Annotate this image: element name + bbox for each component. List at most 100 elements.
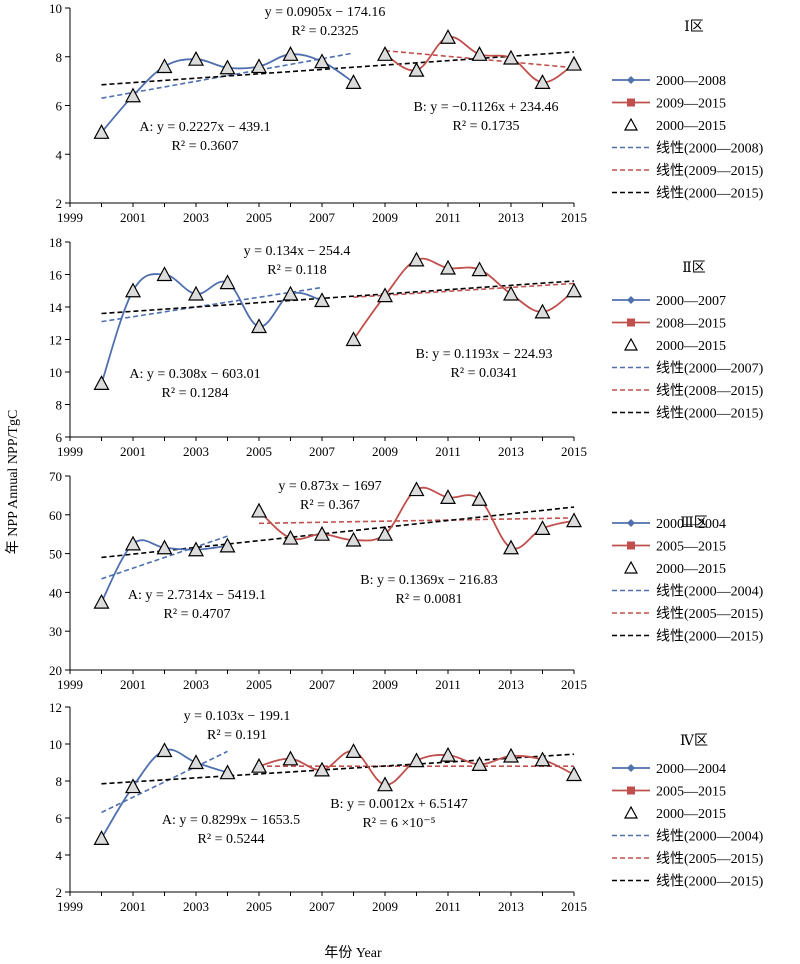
- r-squared-B: R² = 0.0341: [451, 366, 518, 381]
- legend-label: 线性(2000—2007): [656, 361, 764, 377]
- data-point: [313, 761, 331, 777]
- x-tick-label: 2015: [561, 444, 587, 459]
- x-tick-label: 2015: [561, 677, 587, 692]
- y-tick-label: 10: [49, 737, 62, 752]
- x-tick-label: 2005: [246, 210, 272, 225]
- x-tick-label: 2009: [372, 210, 398, 225]
- panel-1: 2 4 6 8 10 1999 2001 2003 2005 2007 2009 2011 2013 20…: [49, 1, 764, 225]
- data-point: [376, 287, 394, 303]
- legend-label: 2008—2015: [656, 317, 726, 332]
- equation-A: A: y = 0.308x − 603.01: [129, 367, 260, 382]
- y-tick-label: 16: [49, 268, 63, 283]
- legend-marker: [627, 786, 635, 795]
- legend-marker: [627, 519, 635, 527]
- legend-label: 线性(2000—2004): [656, 829, 764, 845]
- data-point: [408, 481, 425, 497]
- data-point: [439, 259, 457, 275]
- data-point: [376, 525, 394, 541]
- legend-marker: [627, 541, 635, 550]
- legend-label: 线性(2000—2015): [656, 186, 764, 202]
- y-axis-label: 年 NPP Annual NPP/TgC: [5, 410, 21, 555]
- legend-label: 2000—2015: [656, 339, 726, 354]
- x-tick-label: 2015: [561, 899, 587, 914]
- legend-label: 2009—2015: [656, 97, 726, 112]
- data-point: [93, 593, 110, 609]
- data-point: [93, 124, 110, 139]
- data-point: [345, 331, 362, 347]
- y-tick-label: 8: [56, 50, 63, 65]
- y-tick-label: 10: [49, 365, 62, 380]
- y-tick-label: 8: [56, 774, 63, 789]
- equation-T: y = 0.873x − 1697: [278, 479, 381, 494]
- data-point: [282, 46, 299, 61]
- data-point: [439, 489, 457, 504]
- legend-marker: [627, 764, 635, 772]
- y-tick-label: 20: [49, 663, 62, 678]
- data-point: [93, 830, 110, 845]
- data-point: [408, 61, 425, 77]
- y-tick-label: 14: [49, 300, 63, 315]
- data-point: [565, 55, 583, 71]
- x-axis-label: 年份 Year: [324, 945, 382, 961]
- r-squared-B: R² = 0.1735: [453, 119, 520, 134]
- legend-label: 2000—2015: [656, 807, 726, 822]
- data-point: [502, 285, 520, 301]
- equation-B: B: y = 0.0012x + 6.5147: [330, 797, 468, 812]
- r-squared-A: R² = 0.1284: [162, 386, 229, 401]
- x-tick-label: 2005: [246, 677, 272, 692]
- data-point: [124, 87, 142, 103]
- r-squared-A: R² = 0.5244: [198, 832, 265, 847]
- y-tick-label: 4: [56, 848, 63, 863]
- x-tick-label: 2011: [435, 899, 461, 914]
- x-tick-label: 2009: [372, 899, 398, 914]
- y-tick-label: 40: [49, 585, 62, 600]
- y-tick-label: 18: [49, 235, 62, 250]
- legend-label: 线性(2000—2015): [656, 629, 764, 645]
- x-tick-label: 2007: [309, 444, 336, 459]
- data-point: [124, 535, 142, 551]
- data-point: [219, 59, 236, 75]
- legend-label: 线性(2000—2004): [656, 584, 764, 600]
- x-tick-label: 2013: [498, 210, 524, 225]
- legend-marker: [627, 98, 635, 107]
- data-point: [219, 537, 236, 553]
- x-tick-label: 2013: [498, 444, 524, 459]
- x-tick-label: 2003: [183, 899, 209, 914]
- y-tick-label: 6: [56, 811, 63, 826]
- legend-label: 2000—2008: [656, 74, 726, 89]
- x-tick-label: 1999: [57, 210, 83, 225]
- r-squared-T: R² = 0.2325: [292, 24, 359, 39]
- data-point: [282, 285, 299, 301]
- data-point: [471, 46, 488, 61]
- data-point: [376, 46, 394, 61]
- data-point: [156, 58, 173, 74]
- equation-B: B: y = 0.1193x − 224.93: [416, 347, 553, 362]
- panel-label: Ⅰ区: [684, 19, 704, 35]
- x-tick-label: 2003: [183, 677, 209, 692]
- y-tick-label: 2: [56, 885, 63, 900]
- legend-marker: [627, 76, 635, 84]
- x-tick-label: 2003: [183, 210, 209, 225]
- y-tick-label: 10: [49, 1, 62, 16]
- y-tick-label: 2: [56, 196, 63, 211]
- data-point: [187, 541, 205, 557]
- r-squared-A: R² = 0.3607: [172, 139, 239, 154]
- data-point: [345, 74, 362, 89]
- x-tick-label: 2013: [498, 677, 524, 692]
- legend-label: 2000—2004: [656, 762, 726, 777]
- legend-label: 2000—2004: [656, 517, 726, 532]
- data-point: [219, 764, 236, 780]
- data-point: [219, 274, 236, 290]
- x-tick-label: 2007: [309, 899, 336, 914]
- x-tick-label: 2007: [309, 210, 336, 225]
- data-point: [250, 502, 268, 518]
- x-tick-label: 2011: [435, 210, 461, 225]
- r-squared-B: R² = 0.0081: [396, 592, 463, 607]
- x-tick-label: 2005: [246, 444, 272, 459]
- trendline-3: [101, 506, 575, 559]
- data-point: [124, 282, 142, 298]
- y-tick-label: 6: [56, 430, 63, 445]
- y-tick-label: 4: [56, 147, 63, 162]
